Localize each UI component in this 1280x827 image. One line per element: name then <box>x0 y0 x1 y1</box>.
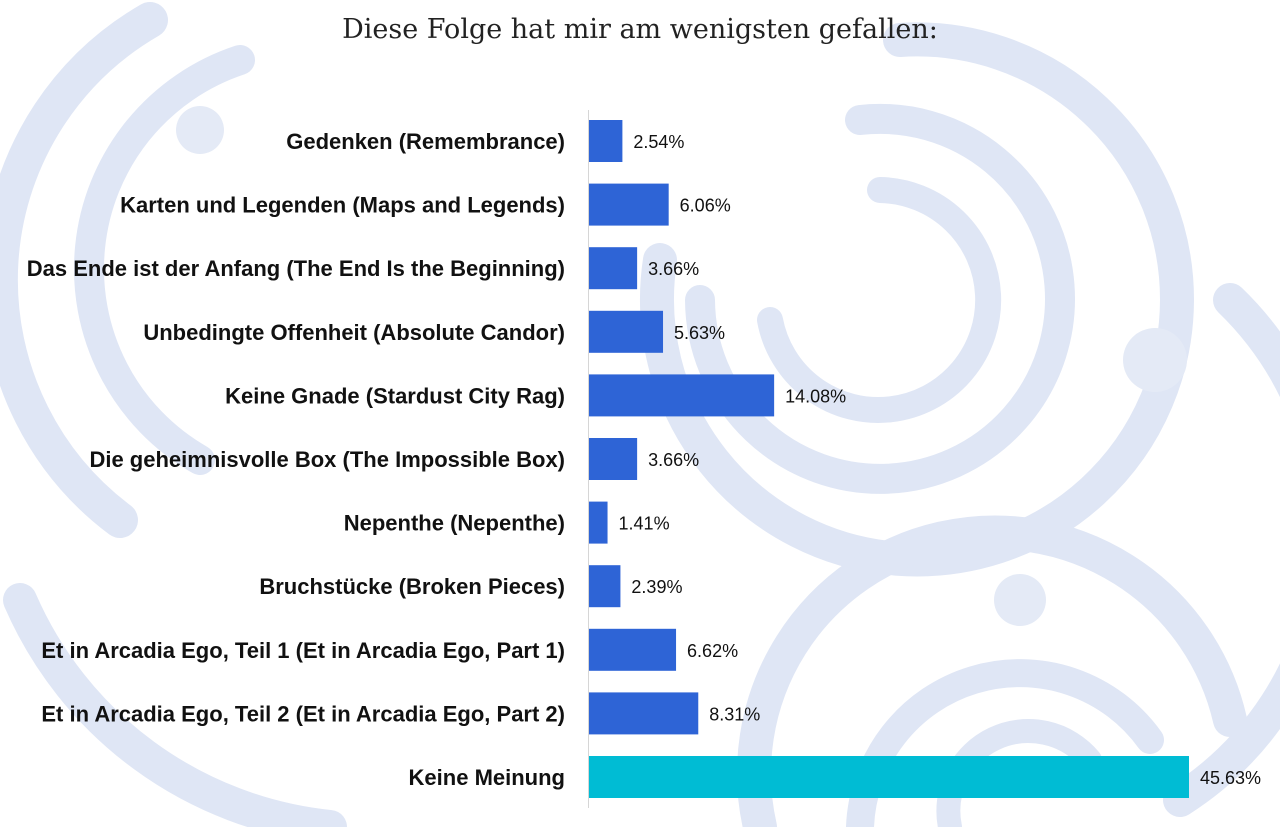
category-label: Keine Gnade (Stardust City Rag) <box>225 383 565 408</box>
category-label: Die geheimnisvolle Box (The Impossible B… <box>89 447 565 472</box>
value-label: 45.63% <box>1200 768 1261 788</box>
value-label: 8.31% <box>709 704 760 724</box>
category-label: Unbedingte Offenheit (Absolute Candor) <box>143 320 565 345</box>
category-label: Karten und Legenden (Maps and Legends) <box>120 193 565 218</box>
value-label: 3.66% <box>648 259 699 279</box>
category-label: Das Ende ist der Anfang (The End Is the … <box>27 256 565 281</box>
chart-title: Diese Folge hat mir am wenigsten gefalle… <box>342 14 938 45</box>
value-label: 6.06% <box>680 196 731 216</box>
bar <box>589 692 699 735</box>
value-label: 5.63% <box>674 323 725 343</box>
bar <box>589 756 1189 798</box>
value-label: 2.39% <box>631 577 682 597</box>
value-label: 14.08% <box>785 386 846 406</box>
category-label: Et in Arcadia Ego, Teil 1 (Et in Arcadia… <box>41 638 565 663</box>
value-label: 2.54% <box>633 132 684 152</box>
bar <box>589 120 623 162</box>
category-label: Et in Arcadia Ego, Teil 2 (Et in Arcadia… <box>41 701 565 726</box>
bar <box>589 374 775 417</box>
category-label: Nepenthe (Nepenthe) <box>344 511 565 536</box>
bar <box>589 501 608 544</box>
bar <box>589 565 621 608</box>
bar <box>589 438 638 480</box>
category-label: Gedenken (Remembrance) <box>286 129 565 154</box>
category-label: Keine Meinung <box>409 765 565 790</box>
bar <box>589 247 638 290</box>
value-label: 1.41% <box>619 514 670 534</box>
bar <box>589 183 669 226</box>
value-label: 3.66% <box>648 450 699 470</box>
category-label: Bruchstücke (Broken Pieces) <box>259 574 565 599</box>
bar <box>589 310 664 353</box>
bar <box>589 628 677 671</box>
value-label: 6.62% <box>687 641 738 661</box>
